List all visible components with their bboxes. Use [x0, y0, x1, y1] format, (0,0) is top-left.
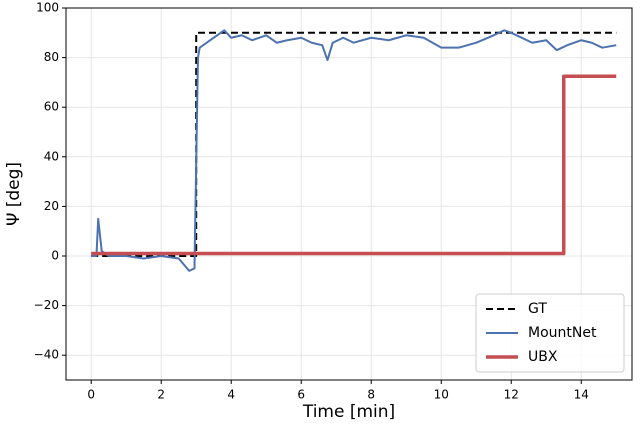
legend-box [475, 293, 625, 373]
y-tick-label: 100 [36, 1, 59, 15]
x-tick-label: 12 [504, 388, 519, 402]
y-tick-label: −20 [34, 298, 59, 312]
x-tick-label: 10 [434, 388, 449, 402]
line-series [91, 31, 617, 257]
line-series [91, 29, 617, 272]
y-tick-label: 40 [44, 149, 59, 163]
legend-label: UBX [528, 349, 558, 365]
x-tick-label: 4 [227, 388, 235, 402]
x-tick-label: 14 [574, 388, 589, 402]
x-tick-label: 0 [87, 388, 95, 402]
x-tick-label: 8 [367, 388, 375, 402]
x-axis-label: Time [min] [302, 402, 395, 422]
x-tick-label: 6 [297, 388, 305, 402]
x-tick-label: 2 [157, 388, 165, 402]
y-axis-label: Ψ [deg] [4, 162, 24, 226]
legend: GT MountNet UBX [475, 293, 625, 373]
line-series [91, 74, 617, 256]
plot-frame [65, 7, 633, 381]
legend-label: MountNet [528, 325, 597, 341]
legend-label: GT [528, 301, 547, 317]
y-tick-label: 20 [44, 199, 59, 213]
y-tick-label: 0 [51, 249, 59, 263]
y-tick-label: −40 [34, 348, 59, 362]
y-tick-label: 60 [44, 100, 59, 114]
y-tick-label: 80 [44, 50, 59, 64]
